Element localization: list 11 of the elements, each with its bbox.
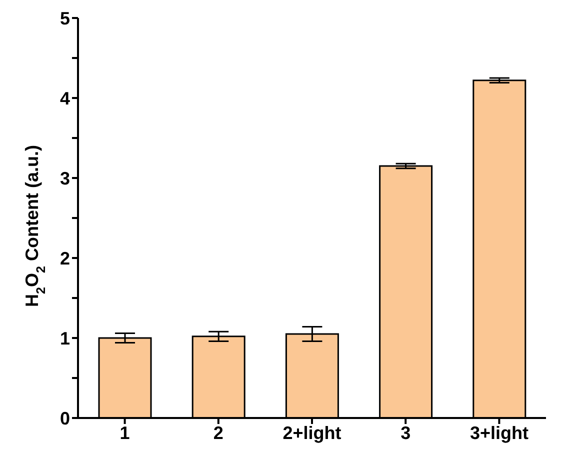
y-tick-label: 3	[60, 168, 70, 188]
x-tick-label: 3+light	[470, 422, 528, 443]
x-tick-label: 1	[120, 422, 130, 443]
y-tick-label: 0	[60, 408, 70, 428]
x-tick-label: 2	[213, 422, 224, 443]
y-tick-label: 1	[60, 328, 70, 348]
y-tick-label: 2	[60, 248, 70, 268]
x-tick-label: 2+light	[282, 422, 342, 443]
y-tick-label: 5	[60, 8, 70, 28]
x-tick-label: 3	[400, 422, 411, 443]
y-tick-label: 4	[60, 88, 70, 108]
